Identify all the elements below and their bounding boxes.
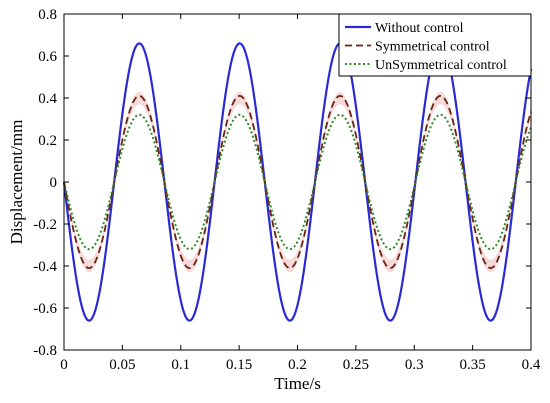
- legend-label-1: Symmetrical control: [375, 40, 490, 55]
- series-line-0: [62, 42, 533, 322]
- x-tick-label: 0.15: [226, 357, 252, 373]
- x-tick-label: 0.05: [109, 357, 135, 373]
- x-axis-ticks: 0 0.05 0.1 0.15 0.2 0.25 0.3 0.35 0.4: [60, 14, 541, 373]
- shaded-band-layer: [64, 91, 531, 273]
- legend-label-2: UnSymmetrical control: [375, 58, 507, 73]
- y-axis-label: Displacement/mm: [7, 120, 26, 245]
- y-tick-label: 0.2: [38, 133, 57, 149]
- legend-label-0: Without control: [375, 21, 464, 36]
- x-tick-label: 0: [60, 357, 68, 373]
- y-tick-label: 0.8: [38, 7, 57, 23]
- x-tick-label: 0.35: [460, 357, 486, 373]
- x-tick-label: 0.4: [522, 357, 541, 373]
- y-tick-label: 0.6: [38, 49, 57, 65]
- y-tick-label: -0.6: [33, 301, 57, 317]
- series-layer: [62, 42, 533, 322]
- y-tick-label: -0.2: [33, 217, 57, 233]
- shaded-band: [64, 91, 531, 273]
- x-tick-label: 0.2: [288, 357, 307, 373]
- y-tick-label: 0.4: [38, 91, 57, 107]
- y-axis-ticks: 0.8 0.6 0.4 0.2 0 -0.2 -0.4 -0.6 -0.8: [33, 7, 531, 359]
- y-tick-label: -0.8: [33, 343, 57, 359]
- y-tick-label: -0.4: [33, 259, 57, 275]
- x-axis-label: Time/s: [274, 374, 321, 393]
- legend: Without control Symmetrical control UnSymm…: [338, 13, 532, 77]
- y-tick-label: 0: [50, 175, 58, 191]
- series-line-1: [63, 94, 532, 270]
- x-tick-label: 0.25: [343, 357, 369, 373]
- x-tick-label: 0.3: [405, 357, 424, 373]
- x-tick-label: 0.1: [171, 357, 190, 373]
